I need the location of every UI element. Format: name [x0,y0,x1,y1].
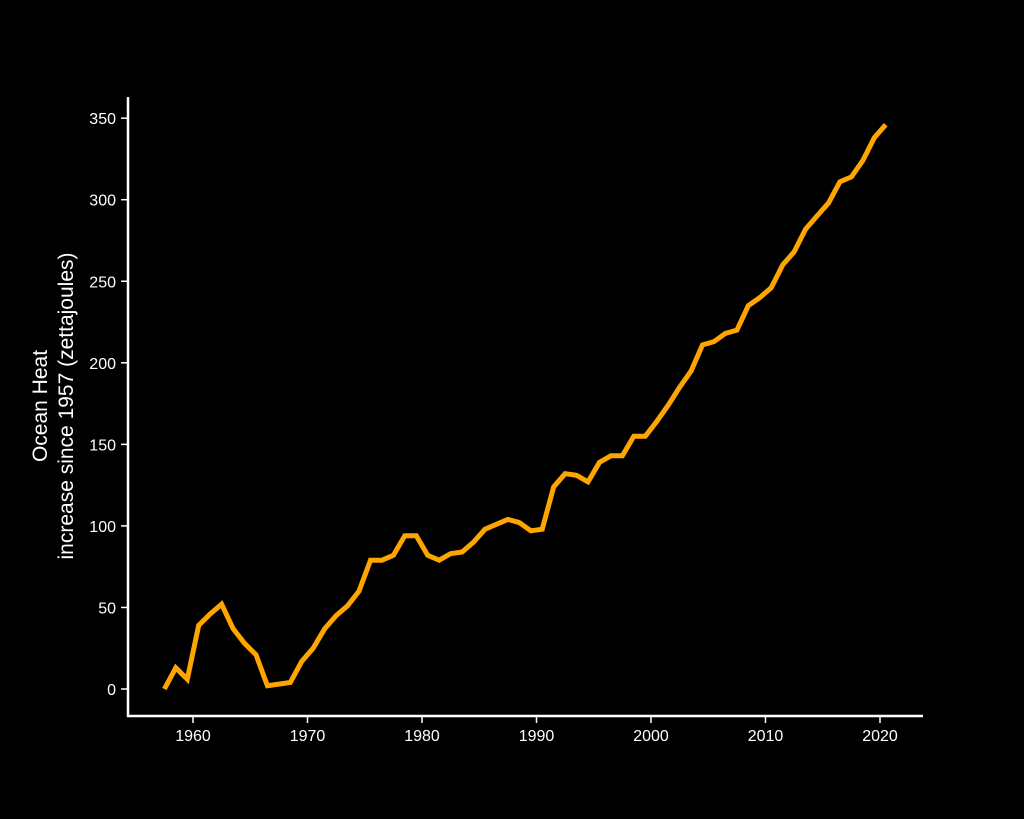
x-tick-label: 2020 [862,728,898,745]
x-tick-label: 2010 [748,728,784,745]
y-tick-label: 50 [98,600,116,617]
y-axis-title-line-2: increase since 1957 (zettajoules) [55,252,78,559]
y-tick-label: 150 [89,437,116,454]
y-tick-label: 350 [89,111,116,128]
x-tick-label: 1960 [175,728,211,745]
y-tick-label: 100 [89,519,116,536]
y-axis: 0 50 100 150 200 250 300 350 [89,97,130,717]
x-tick-label: 2000 [633,728,669,745]
ocean-heat-line [162,123,888,691]
x-tick-label: 1990 [519,728,555,745]
x-tick-label: 1970 [290,728,326,745]
y-tick-label: 300 [89,193,116,210]
y-axis-title-line-1: Ocean Heat [29,350,52,462]
y-tick-label: 200 [89,356,116,373]
x-axis: 1960 1970 1980 1990 2000 2010 2020 [127,714,923,745]
y-tick-label: 250 [89,274,116,291]
x-tick-label: 1980 [404,728,440,745]
y-tick-label: 0 [107,682,116,699]
